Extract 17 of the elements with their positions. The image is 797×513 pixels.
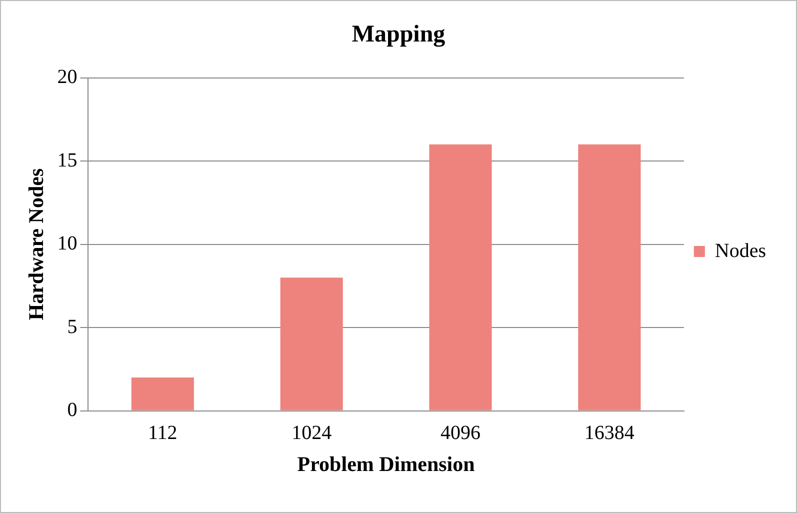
y-tick-label: 5 (67, 316, 78, 338)
x-tick-label: 112 (148, 422, 178, 444)
x-axis-title: Problem Dimension (297, 452, 476, 476)
y-tick-label: 15 (57, 149, 78, 172)
legend-label: Nodes (714, 240, 766, 262)
chart-title: Mapping (352, 22, 446, 48)
x-tick-label: 4096 (440, 422, 481, 444)
y-tick-label: 20 (57, 66, 78, 88)
bar (280, 278, 343, 410)
y-tick-label: 0 (67, 399, 78, 422)
bar (578, 144, 641, 410)
x-tick-label: 16384 (584, 422, 634, 444)
x-tick-label: 1024 (292, 422, 332, 444)
bar (429, 144, 492, 410)
y-tick-label: 10 (57, 232, 78, 255)
y-axis-title: Hardware Nodes (24, 168, 48, 320)
bar (131, 378, 194, 410)
